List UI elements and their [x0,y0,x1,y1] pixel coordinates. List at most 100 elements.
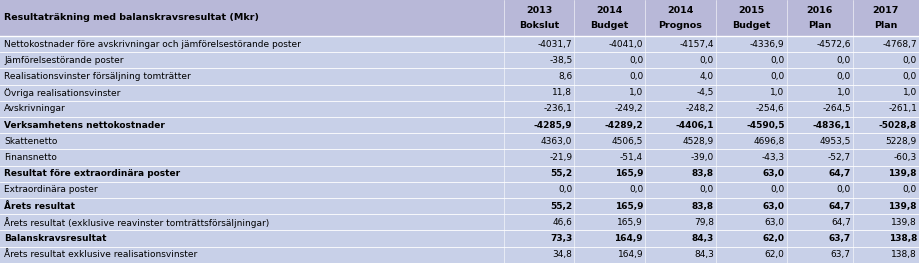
Text: 5228,9: 5228,9 [886,137,917,146]
Text: 4953,5: 4953,5 [820,137,851,146]
Text: 2013: 2013 [526,6,552,14]
Text: 0,0: 0,0 [629,72,643,81]
Text: 79,8: 79,8 [694,218,714,227]
Text: 2015: 2015 [738,6,765,14]
Text: Jämförelsestörande poster: Jämförelsestörande poster [4,56,123,65]
Text: Nettokostnader före avskrivningar och jämförelsestörande poster: Nettokostnader före avskrivningar och jä… [4,40,301,49]
Text: Realisationsvinster försäljning tomträtter: Realisationsvinster försäljning tomträtt… [4,72,191,81]
Text: 63,0: 63,0 [765,218,785,227]
Bar [0,52,919,68]
Text: Övriga realisationsvinster: Övriga realisationsvinster [4,88,120,98]
Bar [0,182,919,198]
Text: 164,9: 164,9 [615,234,643,243]
Text: -39,0: -39,0 [691,153,714,162]
Text: 4363,0: 4363,0 [541,137,573,146]
Text: -43,3: -43,3 [762,153,785,162]
Text: -52,7: -52,7 [828,153,851,162]
Text: Skattenetto: Skattenetto [4,137,57,146]
Text: Resultaträkning med balanskravsresultat (Mkr): Resultaträkning med balanskravsresultat … [4,13,259,23]
Text: -4836,1: -4836,1 [812,121,851,130]
Text: 0,0: 0,0 [770,56,785,65]
Text: Resultat före extraordinära poster: Resultat före extraordinära poster [4,169,180,178]
Bar [0,214,919,230]
Text: 1,0: 1,0 [836,88,851,97]
Text: 1,0: 1,0 [902,88,917,97]
Bar [0,68,919,85]
Text: -261,1: -261,1 [888,104,917,113]
Text: -4336,9: -4336,9 [750,40,785,49]
Bar [0,0,919,36]
Text: Årets resultat: Årets resultat [4,202,75,211]
Text: 0,0: 0,0 [629,56,643,65]
Text: -4,5: -4,5 [697,88,714,97]
Bar [0,166,919,182]
Text: -249,2: -249,2 [615,104,643,113]
Text: -4157,4: -4157,4 [679,40,714,49]
Text: 63,7: 63,7 [829,234,851,243]
Text: -248,2: -248,2 [686,104,714,113]
Text: -51,4: -51,4 [620,153,643,162]
Text: Balanskravsresultat: Balanskravsresultat [4,234,107,243]
Bar [0,133,919,149]
Text: 55,2: 55,2 [550,202,573,211]
Text: Plan: Plan [808,21,832,31]
Text: 139,8: 139,8 [891,218,917,227]
Text: 0,0: 0,0 [629,185,643,194]
Text: 63,0: 63,0 [763,169,785,178]
Text: 165,9: 165,9 [618,218,643,227]
Text: 63,0: 63,0 [763,202,785,211]
Text: -4590,5: -4590,5 [746,121,785,130]
Text: 0,0: 0,0 [836,56,851,65]
Text: 0,0: 0,0 [836,72,851,81]
Text: 4506,5: 4506,5 [612,137,643,146]
Text: 4696,8: 4696,8 [754,137,785,146]
Text: Budget: Budget [732,21,770,31]
Text: 0,0: 0,0 [902,185,917,194]
Text: 0,0: 0,0 [699,185,714,194]
Text: 139,8: 139,8 [889,202,917,211]
Text: 165,9: 165,9 [615,202,643,211]
Text: Budget: Budget [591,21,629,31]
Text: 83,8: 83,8 [692,202,714,211]
Text: 64,7: 64,7 [828,202,851,211]
Text: -38,5: -38,5 [550,56,573,65]
Text: 4,0: 4,0 [699,72,714,81]
Text: -4285,9: -4285,9 [534,121,573,130]
Text: Avskrivningar: Avskrivningar [4,104,66,113]
Text: 4528,9: 4528,9 [683,137,714,146]
Text: 0,0: 0,0 [770,72,785,81]
Text: 84,3: 84,3 [694,250,714,259]
Text: Prognos: Prognos [659,21,702,31]
Bar [0,247,919,263]
Text: Bokslut: Bokslut [519,21,559,31]
Text: 138,8: 138,8 [891,250,917,259]
Bar [0,117,919,133]
Text: -4031,7: -4031,7 [538,40,573,49]
Text: 55,2: 55,2 [550,169,573,178]
Text: 73,3: 73,3 [550,234,573,243]
Text: Årets resultat exklusive realisationsvinster: Årets resultat exklusive realisationsvin… [4,250,198,259]
Text: Årets resultat (exklusive reavinster tomträttsförsäljningar): Årets resultat (exklusive reavinster tom… [4,217,269,228]
Text: Finansnetto: Finansnetto [4,153,57,162]
Bar [0,36,919,52]
Bar [0,230,919,247]
Bar [0,101,919,117]
Text: 2016: 2016 [807,6,833,14]
Text: Extraordinära poster: Extraordinära poster [4,185,97,194]
Text: 34,8: 34,8 [552,250,573,259]
Text: 62,0: 62,0 [765,250,785,259]
Text: 83,8: 83,8 [692,169,714,178]
Text: 64,7: 64,7 [831,218,851,227]
Text: 0,0: 0,0 [558,185,573,194]
Text: 0,0: 0,0 [836,185,851,194]
Text: 63,7: 63,7 [831,250,851,259]
Text: 1,0: 1,0 [629,88,643,97]
Text: -236,1: -236,1 [543,104,573,113]
Text: 1,0: 1,0 [770,88,785,97]
Text: 84,3: 84,3 [692,234,714,243]
Text: -264,5: -264,5 [823,104,851,113]
Text: 11,8: 11,8 [552,88,573,97]
Text: 0,0: 0,0 [699,56,714,65]
Text: Plan: Plan [874,21,898,31]
Text: 2014: 2014 [667,6,694,14]
